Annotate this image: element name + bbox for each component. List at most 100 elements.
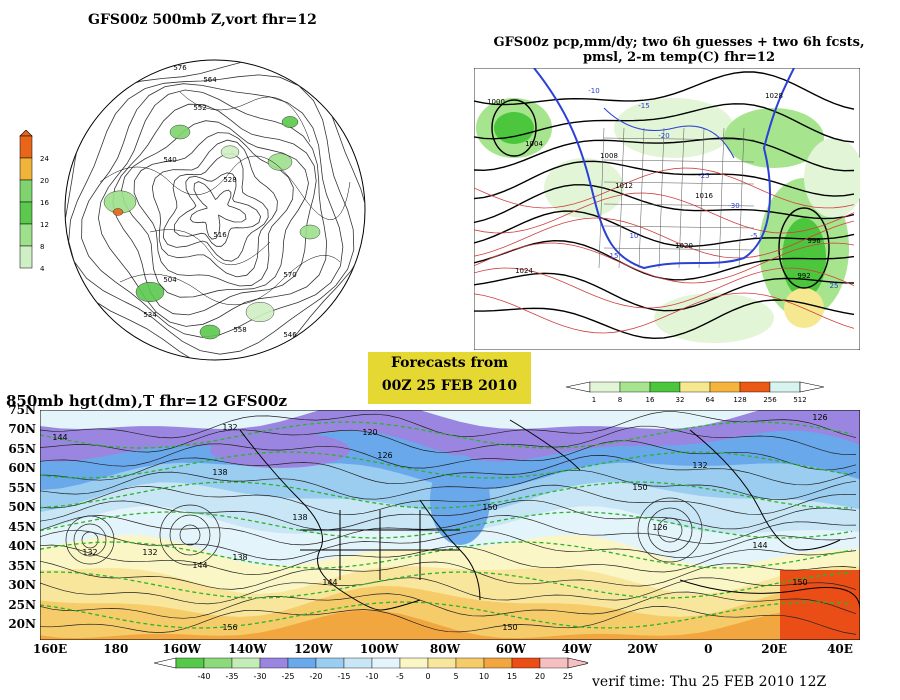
contour-label: 546	[283, 331, 297, 339]
colorbar-swatch	[259, 657, 289, 669]
height-contour	[40, 591, 857, 619]
height-label: 132	[692, 461, 707, 470]
colorbar-tick-label: 20	[535, 672, 545, 681]
panel-precip-title: GFS00z pcp,mm/dy; two 6h guesses + two 6…	[474, 35, 884, 65]
colorbar-swatch	[709, 381, 741, 393]
contour-label: 576	[173, 64, 187, 72]
temperature-band	[40, 585, 860, 640]
latitude-label: 75N	[8, 403, 36, 417]
isobar	[474, 160, 855, 200]
panel-850mb-map: 144 132 120 126 138 150 132 144 150 138 126 132 144 1…	[40, 410, 860, 640]
colorbar-tick-label: 15	[507, 672, 517, 681]
longitude-label: 0	[704, 642, 713, 656]
height-contour	[189, 181, 247, 240]
colorbar-tick-label: 5	[453, 672, 458, 681]
isobar	[491, 99, 537, 157]
vorticity-area	[267, 153, 293, 171]
coastline	[300, 510, 460, 580]
colorbar-tick-label: -15	[337, 672, 350, 681]
contour-label: 540	[163, 156, 176, 164]
vorticity-area	[135, 281, 165, 302]
state-border	[603, 247, 755, 251]
contour-label: 534	[143, 311, 157, 319]
panel-precip-title-line1: GFS00z pcp,mm/dy; two 6h guesses + two 6…	[493, 35, 865, 50]
contour-label: 570	[283, 271, 296, 279]
isobar-label: 1008	[600, 152, 618, 160]
colorbar-tick-label: -20	[309, 672, 322, 681]
height-contour	[40, 544, 857, 576]
colorbar-tick-label: 24	[40, 155, 49, 163]
coastline	[689, 429, 841, 551]
height-label: 150	[482, 503, 497, 512]
height-label: 138	[292, 513, 307, 522]
height-contour	[40, 560, 857, 590]
state-border	[598, 127, 605, 269]
latitude-label: 25N	[8, 597, 36, 612]
isobar	[474, 103, 855, 143]
colorbar-tick-label: 1	[592, 396, 596, 404]
height-contour	[65, 515, 115, 565]
state-border	[603, 137, 755, 141]
forecast-line2: 00Z 25 FEB 2010	[381, 378, 518, 394]
height-label: 150	[502, 623, 517, 632]
state-border	[603, 225, 755, 229]
latitude-label: 60N	[8, 461, 36, 476]
vorticity-area	[199, 324, 221, 340]
precip-area	[544, 158, 624, 218]
panel-500mb-polar-map: 576 564 552 540 528 516 504 570 558 546 534	[64, 59, 366, 361]
height-label: 156	[222, 623, 237, 632]
colorbar-tick-label: 8	[618, 396, 622, 404]
latitude-label: 35N	[8, 558, 36, 573]
temperature-band-hot	[780, 570, 860, 640]
colorbar-tick-label: 32	[676, 396, 685, 404]
height-contour	[159, 504, 221, 566]
latitude-label: 55N	[8, 480, 36, 495]
temperature-contour	[40, 511, 853, 539]
panel-850mb-title: 850mb hgt(dm),T fhr=12 GFS00z	[6, 392, 287, 410]
temperature-label: -25	[698, 172, 709, 180]
contour-label: 516	[213, 231, 227, 239]
state-border	[603, 203, 755, 207]
colorbar-swatch	[371, 657, 401, 669]
height-label: 144	[52, 433, 67, 442]
vorticity-area	[299, 224, 321, 240]
state-border	[718, 127, 725, 269]
colorbar-swatch	[679, 381, 711, 393]
colorbar-tick-label: -40	[197, 672, 210, 681]
isobar-label: 1000	[487, 98, 505, 106]
colorbar-swatch	[231, 657, 261, 669]
colorbar-arrow	[19, 130, 33, 137]
freezing-line	[533, 68, 795, 270]
height-contour	[133, 132, 294, 287]
height-contour	[40, 515, 857, 546]
height-contour	[179, 524, 201, 546]
height-contour	[169, 514, 211, 556]
height-label: 144	[752, 541, 767, 550]
height-contour	[637, 497, 703, 563]
colorbar-swatch	[619, 381, 651, 393]
height-label: 132	[142, 548, 157, 557]
state-border	[603, 181, 755, 185]
colorbar-swatch	[19, 135, 33, 159]
colorbar-swatch	[343, 657, 373, 669]
height-contour	[162, 153, 269, 262]
vorticity-area	[112, 208, 124, 216]
colorbar-swatch	[19, 179, 33, 203]
height-contour	[151, 139, 278, 278]
colorbar-tick-label: -10	[365, 672, 378, 681]
height-label: 126	[377, 451, 392, 460]
state-border	[678, 127, 685, 269]
height-contour	[40, 606, 857, 635]
colorbar-tick-label: 25	[563, 672, 573, 681]
forecast-line1: Forecasts from	[390, 355, 509, 371]
temperature-label: 15	[610, 252, 619, 260]
longitude-label: 80W	[429, 642, 461, 656]
coastline	[239, 429, 421, 611]
colorbar-swatch	[203, 657, 233, 669]
colorbar-swatch	[455, 657, 485, 669]
colorbar-swatch	[589, 381, 621, 393]
precip-area	[804, 138, 860, 218]
height-contour	[657, 517, 683, 543]
temperature-label: 10	[630, 232, 639, 240]
vorticity-area	[220, 145, 240, 159]
